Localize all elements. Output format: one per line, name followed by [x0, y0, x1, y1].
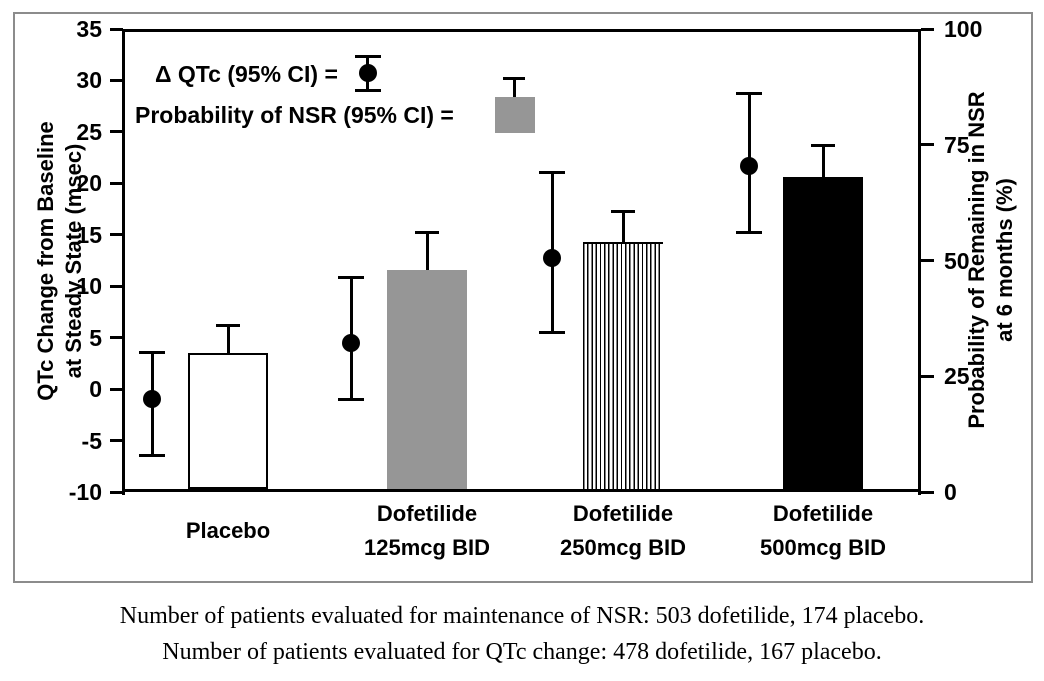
left-axis-tick-label: 20	[76, 170, 102, 197]
left-axis-tick	[110, 233, 123, 237]
bar-dofetilide-250mcg-bid	[583, 241, 663, 489]
x-label-dofetilide-500mcg-bid: Dofetilide 500mcg BID	[725, 500, 921, 562]
qtc-point-dofetilide-250mcg-bid	[543, 249, 561, 268]
bar-ci-whisker-dofetilide-500mcg-bid	[822, 145, 825, 178]
bar-ci-whisker-placebo	[227, 325, 230, 354]
left-axis-tick-label: -10	[68, 479, 102, 505]
qtc-point-dofetilide-500mcg-bid	[740, 156, 758, 175]
x-label-line: Dofetilide	[572, 501, 674, 526]
x-label-line: Dofetilide	[772, 501, 874, 526]
left-axis-tick	[110, 27, 123, 31]
left-axis-title: QTc Change from Baseline at Steady State…	[33, 121, 86, 401]
left-axis-tick	[110, 439, 123, 443]
left-axis-tick-label: -5	[81, 427, 102, 454]
caption-line-2: Number of patients evaluated for QTc cha…	[162, 639, 882, 665]
legend-label-nsr: Probability of NSR (95% CI) =	[135, 102, 454, 128]
left-axis-tick-label: 15	[76, 221, 102, 248]
x-label-dofetilide-250mcg-bid: Dofetilide 250mcg BID	[525, 500, 721, 562]
chart-frame	[13, 12, 1033, 583]
left-axis-tick	[110, 490, 123, 494]
bottom-axis-line	[122, 489, 921, 492]
left-axis-tick	[110, 130, 123, 134]
right-axis-tick-label: 75	[944, 131, 970, 158]
x-label-line: 500mcg BID	[760, 535, 886, 560]
left-axis-tick-label: 5	[89, 324, 102, 351]
right-axis-tick	[921, 143, 934, 147]
qtc-ci-cap-top-dofetilide-250mcg-bid	[539, 170, 565, 174]
right-axis-tick	[921, 259, 934, 262]
right-axis-tick-label: 100	[944, 16, 983, 42]
qtc-ci-cap-bottom-placebo	[139, 454, 165, 458]
bar-ci-whisker-dofetilide-250mcg-bid	[622, 211, 625, 242]
right-axis-tick	[921, 27, 934, 31]
left-axis-tick-label: 30	[76, 67, 102, 94]
left-axis-tick-label: 25	[76, 118, 102, 145]
left-axis-tick-label: 0	[89, 376, 102, 403]
caption-line-1: Number of patients evaluated for mainten…	[119, 603, 925, 629]
right-axis-line	[918, 29, 921, 495]
qtc-point-dofetilide-125mcg-bid	[342, 333, 360, 352]
bar-ci-cap-dofetilide-500mcg-bid	[811, 144, 835, 148]
bar-ci-cap-dofetilide-125mcg-bid	[415, 231, 439, 235]
qtc-point-placebo	[143, 390, 161, 409]
x-label-line: 125mcg BID	[364, 535, 490, 560]
bar-dofetilide-500mcg-bid	[783, 177, 863, 489]
qtc-ci-cap-top-placebo	[139, 350, 165, 354]
left-axis-tick-label: 35	[76, 16, 102, 42]
right-axis-tick-label: 50	[944, 247, 970, 274]
right-axis-tick-label: 25	[944, 363, 970, 390]
right-axis-tick-label: 0	[944, 479, 957, 505]
x-label-line: 250mcg BID	[560, 535, 686, 560]
legend-label-qtc: Δ QTc (95% CI) =	[155, 61, 338, 87]
bar-placebo	[188, 353, 268, 489]
left-axis-tick	[110, 284, 123, 288]
right-axis-tick	[921, 490, 934, 494]
qtc-ci-cap-bottom-dofetilide-125mcg-bid	[338, 397, 364, 401]
bar-ci-cap-placebo	[216, 323, 240, 327]
right-axis-tick	[921, 374, 934, 378]
x-label-dofetilide-125mcg-bid: Dofetilide 125mcg BID	[329, 500, 525, 562]
x-label-placebo: Placebo	[130, 500, 326, 562]
x-label-line: Dofetilide	[376, 501, 478, 526]
left-axis-tick	[110, 78, 123, 82]
x-label-line: Placebo	[185, 518, 271, 543]
qtc-ci-cap-top-dofetilide-500mcg-bid	[736, 92, 762, 96]
qtc-ci-cap-top-dofetilide-125mcg-bid	[338, 276, 364, 280]
left-axis-tick	[110, 387, 123, 391]
bar-dofetilide-125mcg-bid	[387, 269, 467, 489]
qtc-ci-cap-bottom-dofetilide-250mcg-bid	[539, 331, 565, 335]
bar-ci-whisker-dofetilide-125mcg-bid	[426, 232, 429, 270]
left-axis-tick	[110, 336, 123, 340]
left-axis-line	[122, 29, 125, 495]
left-axis-tick	[110, 181, 123, 185]
qtc-ci-cap-bottom-dofetilide-500mcg-bid	[736, 231, 762, 235]
bar-ci-cap-dofetilide-250mcg-bid	[611, 210, 635, 214]
top-axis-line	[122, 29, 921, 32]
left-axis-tick-label: 10	[76, 273, 102, 300]
